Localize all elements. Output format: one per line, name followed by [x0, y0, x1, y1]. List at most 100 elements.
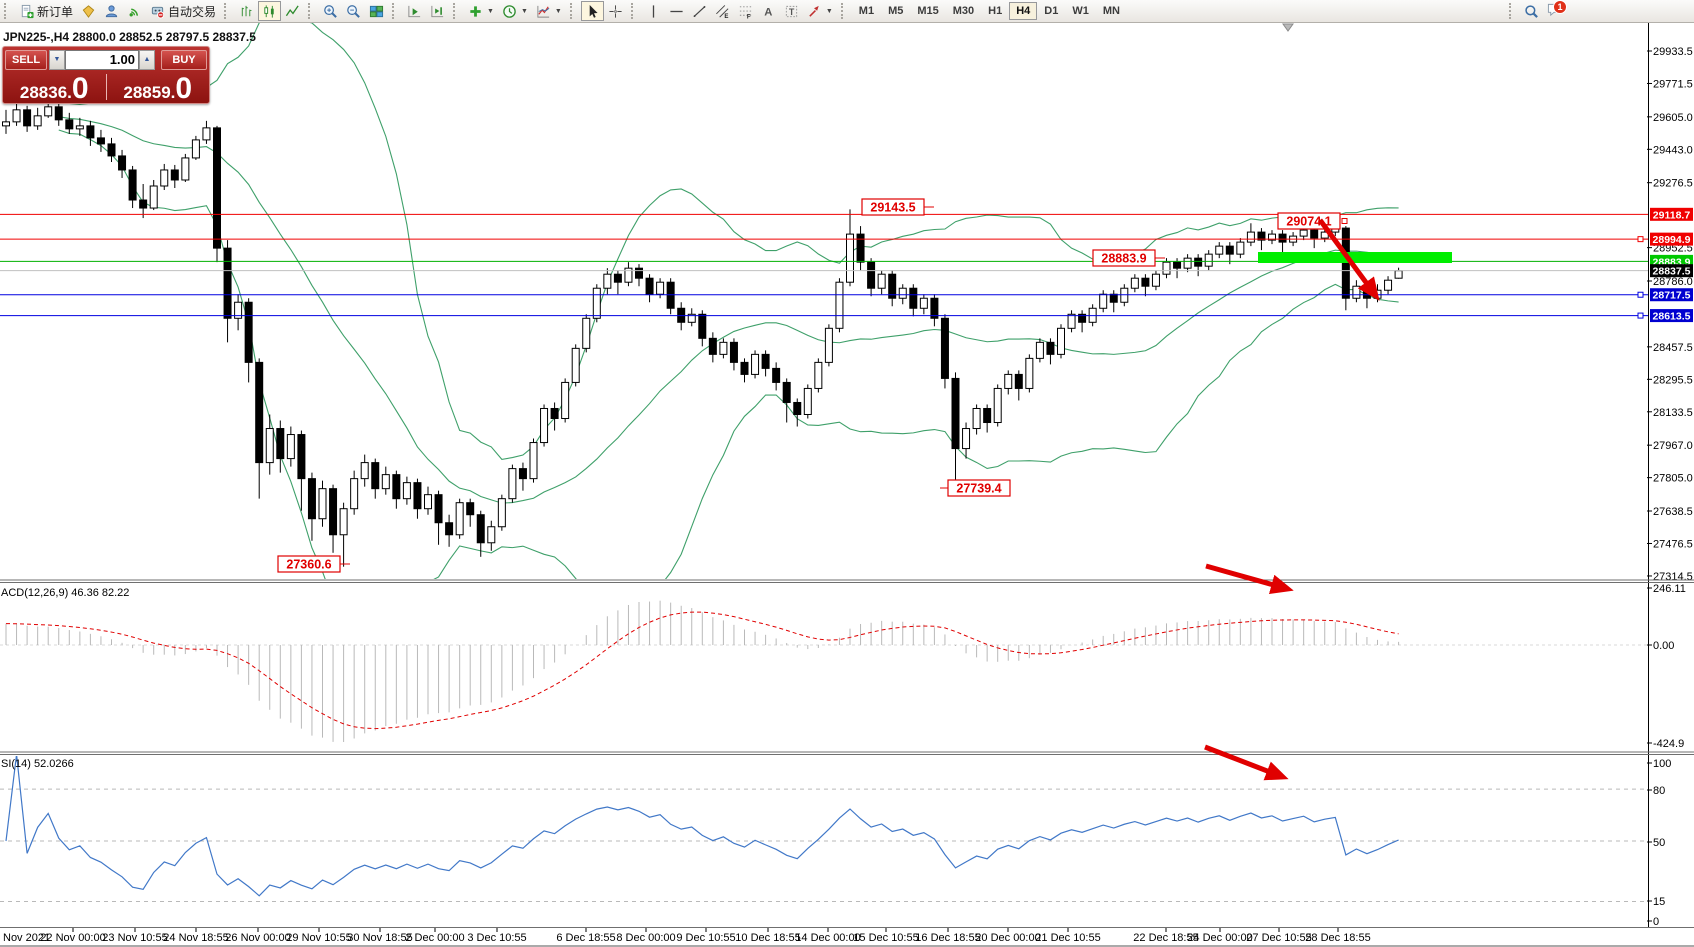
svg-text:29074.1: 29074.1 — [1286, 215, 1331, 229]
timeframe-m30-button[interactable]: M30 — [946, 2, 981, 20]
timeframe-m1-button[interactable]: M1 — [852, 2, 881, 20]
dropdown-caret-icon[interactable]: ▼ — [487, 7, 494, 15]
indicators-button[interactable]: ▼ — [464, 1, 498, 21]
candle — [603, 273, 612, 289]
dropdown-caret-icon[interactable]: ▼ — [825, 7, 833, 15]
line-handle — [1637, 291, 1644, 298]
cursor-button[interactable] — [580, 1, 604, 21]
trend-icon — [692, 4, 707, 19]
timeframe-d1-button[interactable]: D1 — [1037, 2, 1065, 20]
candle — [65, 119, 74, 130]
candle — [814, 361, 823, 389]
svg-text:28837.5: 28837.5 — [1653, 266, 1691, 278]
buy-button[interactable]: BUY — [161, 49, 207, 70]
search-button[interactable] — [1520, 1, 1543, 21]
volume-input[interactable] — [65, 49, 139, 70]
draw-trendline-button[interactable] — [688, 1, 711, 21]
candle — [698, 313, 707, 339]
chat-button[interactable]: 1 — [1543, 0, 1567, 21]
candle — [1078, 313, 1087, 323]
draw-channel-button[interactable]: E — [711, 1, 734, 21]
draw-vertical-line-button[interactable] — [642, 1, 665, 21]
trend-arrow[interactable] — [1204, 744, 1289, 781]
volume-increase-button[interactable]: ▲ — [139, 49, 155, 70]
timeframe-h1-button[interactable]: H1 — [981, 2, 1009, 20]
price-badge — [1650, 232, 1693, 246]
scroll-marker-icon[interactable] — [1282, 23, 1294, 32]
candle — [191, 139, 200, 159]
draw-fibonacci-button[interactable]: F — [734, 1, 757, 21]
robot-icon — [150, 4, 165, 19]
price-badge — [1650, 288, 1693, 302]
candle — [265, 428, 274, 464]
candle — [276, 428, 285, 460]
candle-mode-button[interactable] — [258, 1, 282, 21]
toolbar-grip — [1509, 3, 1517, 19]
dropdown-caret-icon[interactable]: ▼ — [520, 7, 528, 15]
candle — [202, 127, 211, 141]
draw-horizontal-line-button[interactable] — [665, 1, 688, 21]
svg-text:0: 0 — [1653, 916, 1659, 928]
buy-price[interactable]: 28859. 0 — [123, 72, 193, 105]
timeframe-mn-button[interactable]: MN — [1096, 2, 1127, 20]
market-button[interactable] — [77, 1, 100, 21]
sell-price[interactable]: 28836. 0 — [19, 72, 89, 105]
candle — [645, 277, 654, 295]
templates-button[interactable]: ▼ — [532, 1, 566, 21]
sell-button[interactable]: SELL — [5, 49, 47, 70]
svg-text:27739.4: 27739.4 — [956, 482, 1001, 496]
line-mode-button[interactable] — [281, 1, 304, 21]
template-chart-icon — [536, 4, 551, 19]
timeframe-w1-button[interactable]: W1 — [1065, 2, 1096, 20]
svg-text:27314.5: 27314.5 — [1653, 571, 1693, 583]
new-order-button[interactable]: 新订单 — [15, 1, 77, 21]
candle — [592, 287, 601, 319]
draw-arrows-button[interactable]: ▼ — [803, 1, 837, 21]
candle — [518, 468, 527, 480]
price-scale[interactable]: 29933.529771.529605.029443.029276.528952… — [1647, 23, 1693, 927]
bollinger-middle — [58, 116, 1399, 504]
svg-text:27 Dec 10:55: 27 Dec 10:55 — [1246, 932, 1311, 944]
candles-layer — [2, 94, 1403, 567]
bar-chart-mode-button[interactable] — [235, 1, 258, 21]
price-annotations[interactable]: 29143.5 29074.1 28883.9 27739.4 27360.6 — [277, 198, 1348, 573]
svg-text:28994.9: 28994.9 — [1653, 234, 1691, 246]
candle — [687, 313, 696, 323]
auto-scroll-button[interactable] — [403, 1, 426, 21]
annotation-box — [861, 198, 925, 216]
tile-windows-button[interactable] — [365, 1, 388, 21]
buy-price-big-digit: 0 — [175, 72, 193, 105]
chart-shift-button[interactable] — [426, 1, 449, 21]
svg-text:2 Dec 00:00: 2 Dec 00:00 — [405, 932, 464, 944]
periods-button[interactable]: ▼ — [498, 1, 532, 21]
candle — [149, 185, 158, 209]
svg-text:Nov 2021: Nov 2021 — [3, 932, 50, 944]
candle — [962, 428, 971, 450]
svg-text:80: 80 — [1653, 785, 1665, 797]
line-handle — [1637, 236, 1644, 243]
timeframe-m5-button[interactable]: M5 — [881, 2, 910, 20]
zoom-out-button[interactable] — [342, 1, 365, 21]
signals-button[interactable] — [123, 1, 146, 21]
svg-text:T: T — [789, 7, 795, 17]
highlight-rectangle[interactable] — [1258, 252, 1452, 263]
svg-text:29143.5: 29143.5 — [870, 201, 915, 215]
dropdown-caret-icon[interactable]: ▼ — [554, 7, 562, 15]
auto-trading-button[interactable]: 自动交易 — [146, 1, 220, 21]
sell-price-main: 28836 — [19, 83, 68, 102]
candle — [128, 169, 137, 201]
draw-label-button[interactable]: T — [780, 1, 803, 21]
zoom-in-button[interactable] — [319, 1, 342, 21]
community-button[interactable] — [100, 1, 123, 21]
volume-decrease-button[interactable]: ▼ — [49, 49, 65, 70]
draw-text-button[interactable]: A — [757, 1, 780, 21]
candle — [107, 143, 116, 157]
trend-arrow[interactable] — [1205, 563, 1294, 595]
timeframe-m15-button[interactable]: M15 — [910, 2, 945, 20]
timeframe-h4-button[interactable]: H4 — [1009, 2, 1038, 20]
trend-arrow[interactable] — [1317, 218, 1380, 301]
crosshair-button[interactable] — [604, 1, 627, 21]
